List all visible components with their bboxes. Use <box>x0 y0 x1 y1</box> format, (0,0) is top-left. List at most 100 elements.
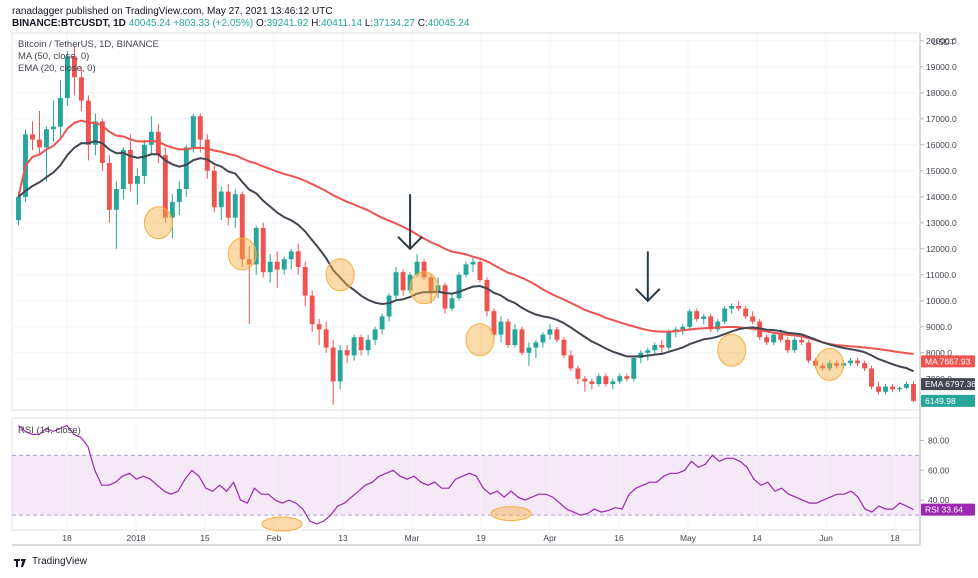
candle-body <box>379 316 385 330</box>
candle-body <box>295 251 301 267</box>
price-tick-label: 8000.0 <box>926 348 952 358</box>
candle-body <box>351 337 357 356</box>
candle-body <box>631 358 637 379</box>
open-value: 39241.92 <box>266 18 309 29</box>
candle-body <box>344 350 350 356</box>
symbol: BINANCE:BTCUSDT, 1D <box>12 18 126 29</box>
candle-body <box>260 228 266 273</box>
candle-body <box>743 308 749 317</box>
candle-body <box>141 144 147 176</box>
candle-body <box>239 194 245 260</box>
candle-body <box>554 329 560 340</box>
candle-body <box>232 194 238 218</box>
candle-body <box>400 272 406 291</box>
ma-legend[interactable]: MA (50, close, 0) <box>18 51 90 62</box>
candle-body <box>890 386 895 390</box>
candle-body <box>897 387 902 390</box>
rsi-highlight <box>261 516 303 532</box>
candle-body <box>750 316 756 322</box>
candle-body <box>337 350 343 382</box>
candle-body <box>225 191 231 218</box>
close-value: 40045.24 <box>427 18 470 29</box>
candle-body <box>827 363 833 369</box>
candle-body <box>442 285 448 309</box>
candle-body <box>498 321 504 335</box>
ema-20-line[interactable] <box>17 140 914 373</box>
candle-body <box>92 121 98 145</box>
candle-body <box>848 360 854 364</box>
currency-label: USDT <box>932 37 955 47</box>
candle-body <box>44 129 49 148</box>
time-tick-label: 18 <box>890 533 900 543</box>
candle-body <box>302 267 308 296</box>
candle-body <box>37 139 42 148</box>
candle-body <box>575 368 581 379</box>
chart-title[interactable]: Bitcoin / TetherUS, 1D, BINANCE <box>18 39 159 50</box>
candle-body <box>799 339 805 343</box>
last-price: 40045.24 <box>128 18 171 29</box>
highlight-circle <box>717 333 747 367</box>
time-tick-label: 16 <box>614 533 624 543</box>
candle-body <box>694 311 700 319</box>
candle-body <box>855 360 861 364</box>
price-tick-label: 15000.0 <box>926 166 957 176</box>
candle-body <box>197 116 203 140</box>
candle-body <box>505 321 511 345</box>
candle-body <box>834 363 840 366</box>
candle-body <box>309 295 315 325</box>
candle-body <box>701 316 707 319</box>
candle-body <box>904 384 909 388</box>
candle-body <box>393 272 399 296</box>
price-tick-label: 19000.0 <box>926 62 957 72</box>
candle-body <box>148 131 154 145</box>
candle-body <box>715 321 721 330</box>
candle-body <box>323 329 329 348</box>
candle-body <box>547 329 553 335</box>
time-tick-label: 18 <box>62 533 72 543</box>
candle-body <box>58 98 63 127</box>
candle-body <box>477 261 483 280</box>
highlight-circle <box>227 237 257 271</box>
candle-body <box>253 228 259 265</box>
high-value: 40411.14 <box>321 18 363 29</box>
candle-body <box>316 324 322 330</box>
candle-body <box>589 381 595 384</box>
candle-body <box>330 347 336 382</box>
highlight-circle <box>325 258 355 292</box>
candle-body <box>624 376 630 379</box>
candle-body <box>687 311 693 327</box>
candle-body <box>610 381 616 384</box>
last-price-tag-text: 6149.98 <box>925 396 956 406</box>
candle-body <box>596 376 602 384</box>
ema-legend[interactable]: EMA (20, close, 0) <box>18 63 96 74</box>
tradingview-brand[interactable]: TradingView <box>14 556 87 567</box>
ma-50-line[interactable] <box>17 119 914 355</box>
candle-body <box>869 368 874 387</box>
candle-body <box>421 261 427 278</box>
candle-body <box>120 150 126 189</box>
time-tick-label: 14 <box>752 533 762 543</box>
candle-body <box>204 139 210 171</box>
candle-body <box>820 365 826 369</box>
candle-body <box>568 355 574 369</box>
candle-body <box>533 342 539 348</box>
candle-body <box>106 163 112 210</box>
candle-body <box>484 280 490 312</box>
rsi-legend[interactable]: RSI (14, close) <box>18 425 81 436</box>
candle-body <box>883 386 888 392</box>
candle-body <box>358 337 364 351</box>
candle-body <box>162 155 168 218</box>
candle-body <box>785 339 791 351</box>
last-price-tag <box>921 394 975 407</box>
rsi-line[interactable] <box>18 424 914 525</box>
rsi-tag-text: RSI 33.64 <box>925 505 963 515</box>
candle-body <box>659 345 665 348</box>
low-value: 37134.27 <box>373 18 415 29</box>
tradingview-logo-icon <box>14 557 28 567</box>
time-tick-label: 2018 <box>127 533 146 543</box>
candle-body <box>113 189 119 210</box>
publisher-line: ranadagger published on TradingView.com,… <box>12 6 333 17</box>
candle-body <box>512 329 518 345</box>
down-arrow-head <box>397 236 423 251</box>
